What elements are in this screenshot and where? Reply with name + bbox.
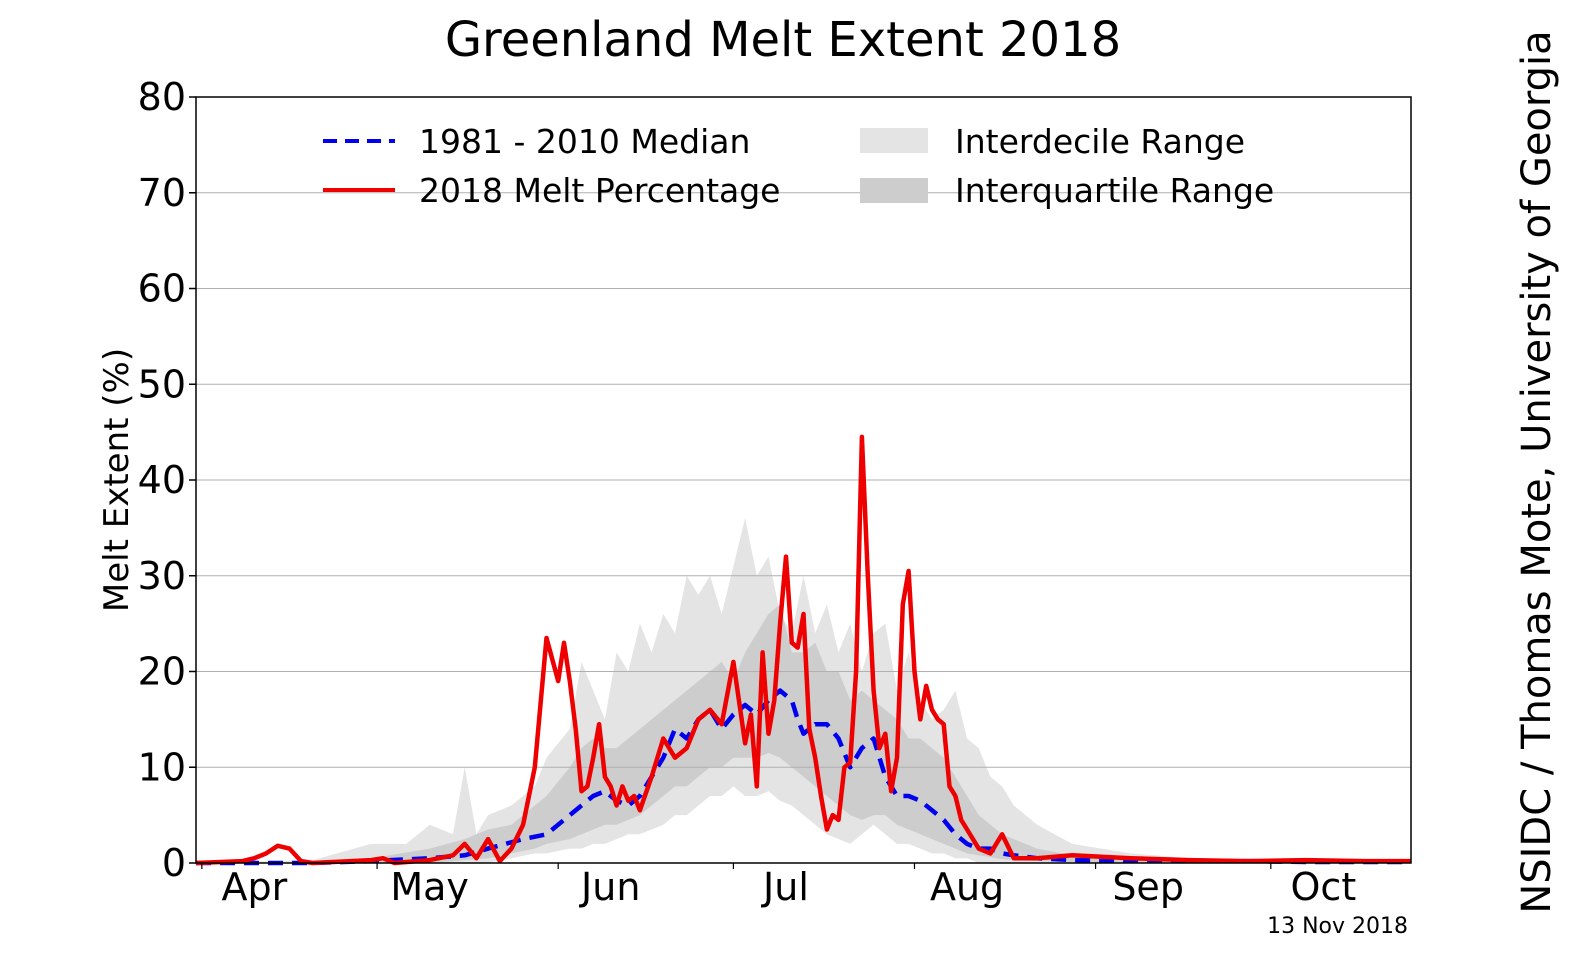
- credit-text: NSIDC / Thomas Mote, University of Georg…: [1514, 30, 1560, 913]
- y-tick-label-10: 10: [138, 745, 186, 789]
- y-tick-label-40: 40: [138, 458, 186, 502]
- x-ticks: Apr May Jun Jul Aug Sep Oct: [201, 863, 1357, 909]
- x-tick-label-aug: Aug: [930, 865, 1004, 909]
- y-tick-label-30: 30: [138, 554, 186, 598]
- legend: 1981 - 2010 Median 2018 Melt Percentage …: [323, 122, 1274, 210]
- y-tick-label-0: 0: [162, 841, 186, 885]
- melt-2018-line: [195, 434, 1411, 866]
- legend-median-label: 1981 - 2010 Median: [419, 122, 750, 161]
- x-tick-label-jun: Jun: [579, 865, 640, 909]
- legend-interdecile-swatch: [860, 128, 928, 153]
- date-label: 13 Nov 2018: [1267, 914, 1408, 939]
- legend-interdecile-label: Interdecile Range: [955, 122, 1245, 161]
- y-tick-label-60: 60: [138, 267, 186, 311]
- y-tick-label-50: 50: [138, 362, 186, 406]
- legend-interquartile-swatch: [860, 178, 928, 203]
- x-tick-label-may: May: [390, 865, 469, 909]
- y-ticks: 0 10 20 30 40 50 60 70 80: [138, 75, 196, 885]
- legend-interquartile-label: Interquartile Range: [955, 171, 1274, 210]
- y-tick-label-20: 20: [138, 650, 186, 694]
- grid-layer: [196, 192, 1411, 768]
- chart-title: Greenland Melt Extent 2018: [445, 12, 1121, 68]
- x-tick-label-oct: Oct: [1291, 865, 1357, 909]
- x-tick-label-apr: Apr: [222, 865, 288, 909]
- lines-layer: [195, 434, 1411, 866]
- y-tick-label-70: 70: [138, 171, 186, 215]
- median-line: [196, 688, 1411, 866]
- x-tick-label-sep: Sep: [1112, 865, 1184, 909]
- x-tick-label-jul: Jul: [761, 865, 809, 909]
- y-tick-label-80: 80: [138, 75, 186, 119]
- y-axis-label: Melt Extent (%): [97, 348, 137, 612]
- legend-melt-label: 2018 Melt Percentage: [419, 171, 781, 210]
